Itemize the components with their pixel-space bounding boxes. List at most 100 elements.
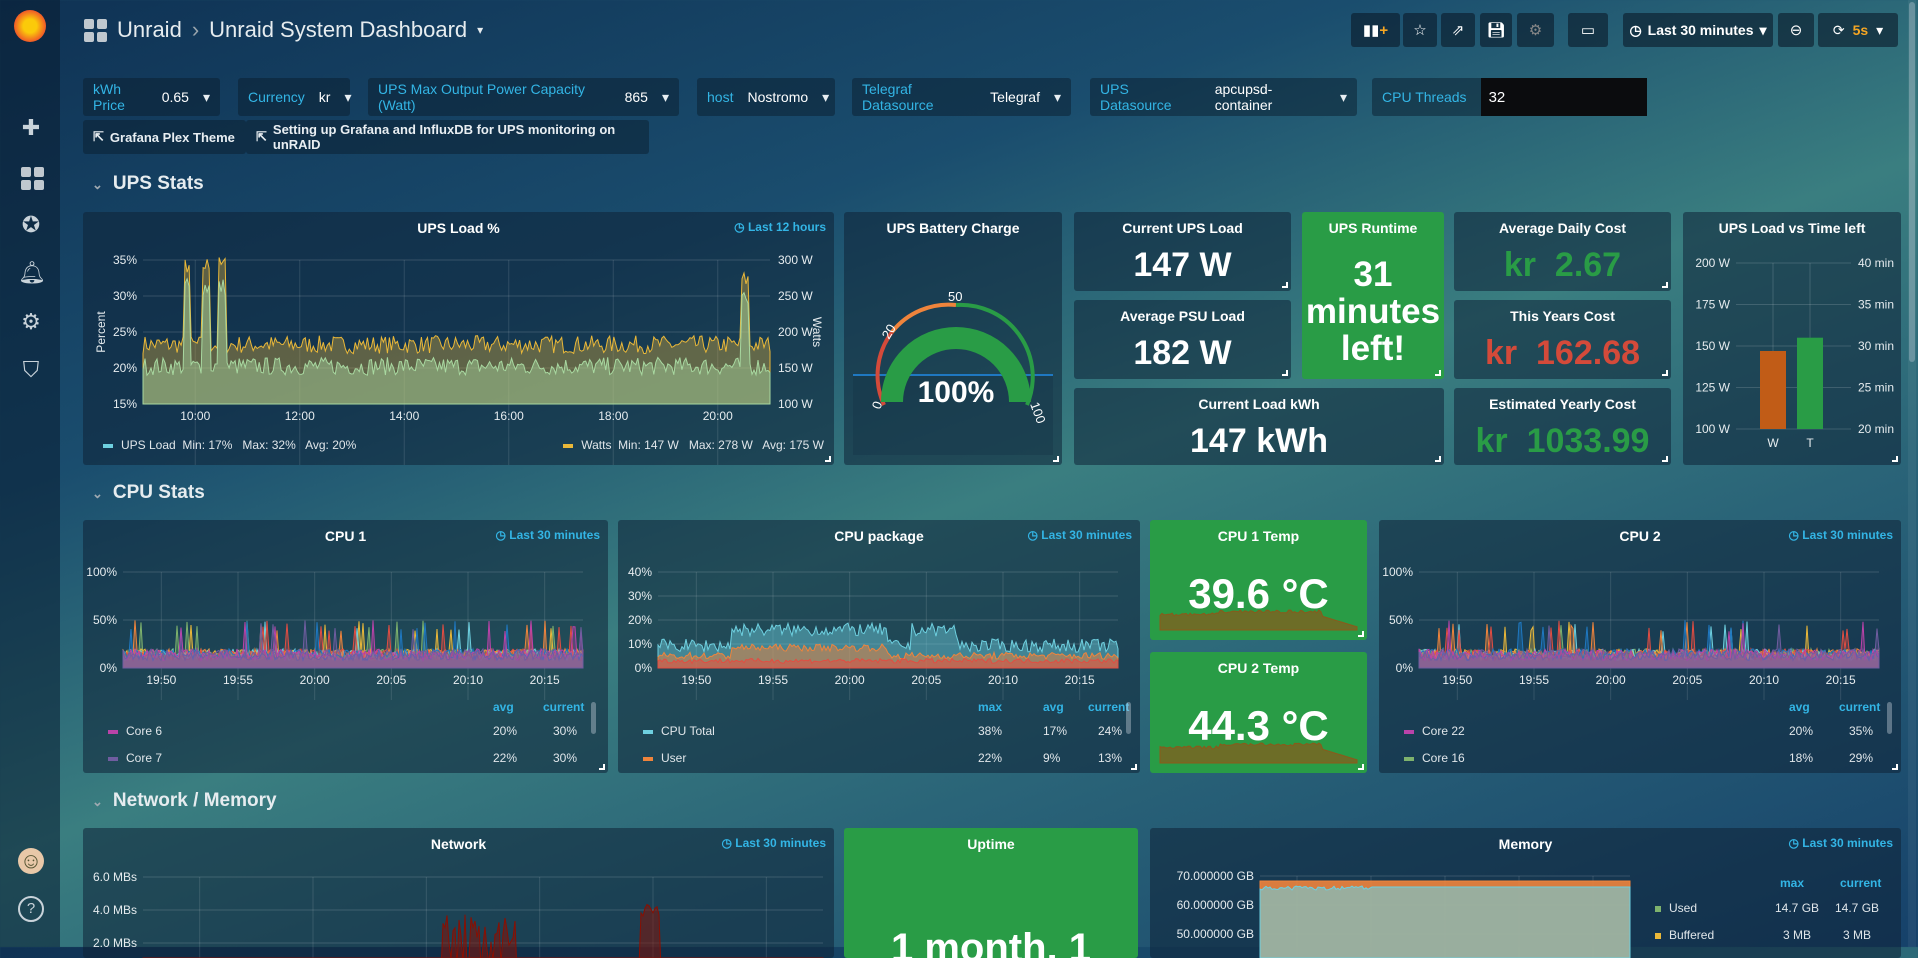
panel-title[interactable]: Uptime	[844, 836, 1138, 852]
row-network-memory[interactable]: ⌄Network / Memory	[92, 790, 277, 812]
legend-scrollbar[interactable]	[591, 702, 596, 734]
resize-handle[interactable]	[1662, 456, 1668, 462]
cpu-threads-input[interactable]: 32	[1481, 78, 1647, 116]
page-scrollbar[interactable]	[1908, 0, 1916, 947]
save-button[interactable]: 💾︎	[1480, 13, 1512, 47]
panel-title[interactable]: Estimated Yearly Cost	[1454, 396, 1671, 412]
gear-icon[interactable]: ⚙	[18, 309, 44, 335]
var-value: 0.65	[162, 89, 189, 105]
shield-icon[interactable]: ⛉	[18, 357, 44, 383]
resize-handle[interactable]	[1435, 456, 1441, 462]
caret-down-icon[interactable]: ▾	[477, 23, 483, 37]
legend-ups-load[interactable]: UPS Load Min: 17% Max: 32% Avg: 20%	[103, 438, 356, 452]
row-ups-stats[interactable]: ⌄UPS Stats	[92, 173, 204, 195]
resize-handle[interactable]	[1662, 370, 1668, 376]
legend-header-current[interactable]: current	[543, 700, 584, 714]
resize-handle[interactable]	[1892, 764, 1898, 770]
panel-title[interactable]: Current Load kWh	[1074, 396, 1444, 412]
panel-title[interactable]: This Years Cost	[1454, 308, 1671, 324]
legend-current: 30%	[553, 724, 577, 738]
panel-title[interactable]: Average PSU Load	[1074, 308, 1291, 324]
avatar[interactable]: ☺	[18, 848, 44, 874]
link-label: Setting up Grafana and InfluxDB for UPS …	[273, 122, 639, 152]
legend-header-max[interactable]: max	[978, 700, 1002, 714]
add-panel-button[interactable]: ▮▮+	[1351, 13, 1400, 47]
resize-handle[interactable]	[1662, 282, 1668, 288]
panel-title[interactable]: UPS Runtime	[1302, 220, 1444, 236]
var-value: Nostromo	[747, 89, 808, 105]
resize-handle[interactable]	[599, 764, 605, 770]
share-button[interactable]: ⇗	[1441, 13, 1475, 47]
settings-button[interactable]: ⚙	[1517, 13, 1554, 47]
grafana-logo[interactable]	[14, 10, 46, 42]
legend-header-avg[interactable]: avg	[1789, 700, 1810, 714]
legend-swatch	[108, 757, 118, 761]
dashboards-icon[interactable]	[18, 164, 44, 190]
star-button[interactable]: ☆	[1403, 13, 1437, 47]
legend-header-avg[interactable]: avg	[493, 700, 514, 714]
refresh-icon: ⟳	[1833, 22, 1845, 39]
dashboard-title[interactable]: Unraid System Dashboard	[209, 17, 467, 43]
stat-number: 2.67	[1555, 246, 1621, 284]
legend-scrollbar[interactable]	[1887, 702, 1892, 734]
resize-handle[interactable]	[1282, 370, 1288, 376]
time-picker[interactable]: ◷Last 30 minutes▾	[1623, 13, 1773, 47]
var-ups-max-power[interactable]: UPS Max Output Power Capacity (Watt)865▾	[368, 78, 679, 116]
refresh-picker[interactable]: ⟳5s▾	[1818, 13, 1898, 47]
resize-handle[interactable]	[1282, 282, 1288, 288]
scrollbar-thumb[interactable]	[1909, 2, 1915, 362]
legend-header-avg[interactable]: avg	[1043, 700, 1064, 714]
x-tick-label: 12:00	[285, 409, 315, 423]
legend-scrollbar[interactable]	[1126, 702, 1131, 734]
resize-handle[interactable]	[825, 456, 831, 462]
y-tick-label: 50%	[93, 613, 117, 627]
resize-handle[interactable]	[1358, 764, 1364, 770]
row-cpu-stats[interactable]: ⌄CPU Stats	[92, 482, 205, 504]
explore-icon[interactable]: ✪	[18, 212, 44, 238]
resize-handle[interactable]	[1358, 631, 1364, 637]
legend-header-current[interactable]: current	[1839, 700, 1880, 714]
zoom-out-button[interactable]: ⊖	[1778, 13, 1814, 47]
y-tick-label: 50%	[1389, 613, 1413, 627]
tv-mode-button[interactable]: ▭	[1568, 13, 1608, 47]
legend-header-current[interactable]: current	[1088, 700, 1129, 714]
link-plex-theme[interactable]: ⇱Grafana Plex Theme	[83, 120, 246, 154]
resize-handle[interactable]	[1435, 370, 1441, 376]
help-icon[interactable]: ?	[18, 896, 44, 922]
plus-icon[interactable]: ✚	[18, 115, 44, 141]
panel-title[interactable]: Average Daily Cost	[1454, 220, 1671, 236]
link-ups-setup[interactable]: ⇱Setting up Grafana and InfluxDB for UPS…	[246, 120, 649, 154]
panel-title[interactable]: Current UPS Load	[1074, 220, 1291, 236]
resize-handle[interactable]	[1892, 456, 1898, 462]
bell-icon[interactable]: 🔔︎	[18, 260, 44, 286]
legend-header-max[interactable]: max	[1780, 876, 1804, 890]
resize-handle[interactable]	[1053, 456, 1059, 462]
legend-watts[interactable]: Watts Min: 147 W Max: 278 W Avg: 175 W	[563, 438, 824, 452]
resize-handle[interactable]	[1131, 764, 1137, 770]
org-link[interactable]: Unraid	[117, 17, 182, 43]
x-tick-label: 20:05	[1672, 673, 1702, 687]
legend-header-current[interactable]: current	[1840, 876, 1881, 890]
